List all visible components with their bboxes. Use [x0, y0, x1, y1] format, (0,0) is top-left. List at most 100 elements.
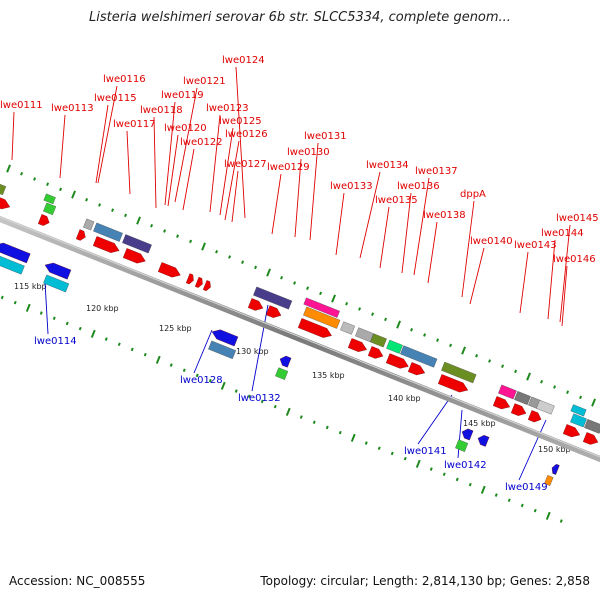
cds-feature[interactable]	[303, 306, 341, 329]
cds-feature[interactable]	[584, 419, 600, 434]
gene-arrow-forward[interactable]	[185, 273, 195, 286]
gene-label-forward[interactable]: lwe0135	[375, 195, 418, 206]
gene-label-forward[interactable]: lwe0145	[556, 213, 599, 224]
gene-arrow-forward[interactable]	[385, 353, 410, 371]
gene-label-forward[interactable]: lwe0136	[397, 181, 440, 192]
gene-label-reverse[interactable]: lwe0149	[505, 482, 548, 493]
cds-feature[interactable]	[536, 399, 555, 415]
gene-arrow-forward[interactable]	[157, 262, 182, 279]
cds-feature[interactable]	[83, 218, 95, 231]
gene-label-reverse[interactable]: lwe0132	[238, 393, 281, 404]
gene-arrow-reverse[interactable]	[278, 354, 292, 368]
gene-label-forward[interactable]: lwe0129	[267, 162, 310, 173]
cds-feature[interactable]	[275, 367, 289, 380]
feature-layer[interactable]	[0, 182, 600, 487]
gene-arrow-reverse[interactable]	[550, 463, 560, 475]
gene-label-forward[interactable]: lwe0146	[553, 254, 596, 265]
cds-feature[interactable]	[0, 254, 25, 275]
cds-feature[interactable]	[514, 391, 531, 405]
scale-tick-label: 135 kbp	[312, 371, 345, 380]
gene-arrow-forward[interactable]	[75, 229, 87, 242]
gene-label-forward[interactable]: lwe0123	[206, 103, 249, 114]
cds-feature[interactable]	[43, 274, 70, 293]
cds-feature[interactable]	[43, 202, 57, 216]
gene-label-reverse[interactable]: lwe0141	[404, 446, 447, 457]
gene-arrow-forward[interactable]	[527, 410, 543, 424]
gene-arrow-forward[interactable]	[367, 346, 385, 360]
gene-label-forward[interactable]: dppA	[460, 189, 486, 200]
scale-tick-label: 140 kbp	[388, 394, 421, 403]
gene-arrow-reverse[interactable]	[210, 327, 239, 347]
gene-label-forward[interactable]: lwe0115	[94, 93, 137, 104]
scale-tick-label: 120 kbp	[86, 304, 119, 313]
gene-label-forward[interactable]: lwe0120	[164, 123, 207, 134]
cds-feature[interactable]	[455, 439, 469, 452]
gene-label-reverse[interactable]: lwe0114	[34, 336, 77, 347]
gene-label-forward[interactable]: lwe0116	[103, 74, 146, 85]
cds-feature[interactable]	[122, 234, 152, 254]
gene-arrow-forward[interactable]	[407, 362, 427, 377]
gene-label-forward[interactable]: lwe0126	[225, 129, 268, 140]
cds-feature[interactable]	[570, 413, 587, 428]
cds-feature[interactable]	[498, 384, 517, 400]
gene-arrow-forward[interactable]	[247, 298, 265, 312]
gene-label-forward[interactable]: lwe0113	[51, 103, 94, 114]
cds-feature[interactable]	[253, 286, 293, 310]
cds-feature[interactable]	[208, 340, 237, 360]
cds-feature[interactable]	[93, 222, 123, 242]
gene-arrow-forward[interactable]	[37, 214, 51, 227]
cds-feature[interactable]	[441, 361, 477, 384]
gene-label-forward[interactable]: lwe0130	[287, 147, 330, 158]
scale-tick-label: 150 kbp	[538, 445, 571, 454]
gene-arrow-forward[interactable]	[202, 280, 212, 292]
gene-label-forward[interactable]: lwe0133	[330, 181, 373, 192]
gene-arrow-forward[interactable]	[347, 338, 368, 354]
gene-arrow-forward[interactable]	[122, 248, 147, 265]
gene-label-forward[interactable]: lwe0140	[470, 236, 513, 247]
gene-arrow-forward[interactable]	[510, 403, 528, 418]
gene-label-reverse[interactable]: lwe0142	[444, 460, 487, 471]
gene-label-forward[interactable]: lwe0137	[415, 166, 458, 177]
cds-feature[interactable]	[544, 475, 554, 487]
gene-label-reverse[interactable]: lwe0128	[180, 375, 223, 386]
cds-feature[interactable]	[370, 333, 387, 348]
gene-label-forward[interactable]: lwe0111	[0, 100, 43, 111]
gene-label-forward[interactable]: lwe0117	[113, 119, 156, 130]
cds-feature[interactable]	[340, 321, 356, 335]
gene-arrow-forward[interactable]	[582, 432, 600, 446]
gene-label-layer[interactable]: lwe0111 lwe0113 lwe0116 lwe0115 lwe0121 lwe01…	[0, 55, 599, 493]
cds-feature[interactable]	[355, 327, 374, 343]
gene-arrow-forward[interactable]	[0, 196, 12, 211]
gene-arrow-forward[interactable]	[194, 276, 204, 289]
gene-label-forward[interactable]: lwe0122	[180, 137, 223, 148]
gene-arrow-forward[interactable]	[562, 424, 582, 439]
gene-label-forward[interactable]: lwe0118	[140, 105, 183, 116]
cds-feature[interactable]	[570, 404, 587, 417]
gene-arrow-forward[interactable]	[492, 396, 512, 411]
gene-label-forward[interactable]: lwe0125	[219, 116, 262, 127]
cds-feature[interactable]	[386, 339, 403, 354]
scale-tick-label: 115 kbp	[14, 282, 47, 291]
gene-label-forward[interactable]: lwe0121	[183, 76, 226, 87]
cds-feature[interactable]	[0, 182, 7, 196]
gene-arrow-forward[interactable]	[297, 318, 333, 340]
cds-feature[interactable]	[43, 193, 56, 205]
gene-label-forward[interactable]: lwe0143	[514, 240, 557, 251]
gene-arrow-reverse[interactable]	[43, 260, 72, 280]
gene-arrow-reverse[interactable]	[0, 240, 31, 264]
gene-label-forward[interactable]: lwe0144	[541, 228, 584, 239]
gene-arrow-reverse[interactable]	[476, 434, 490, 447]
gene-arrow-forward[interactable]	[265, 305, 283, 320]
gene-arrow-forward[interactable]	[92, 236, 121, 255]
gene-arrow-reverse[interactable]	[460, 427, 474, 441]
gene-label-forward[interactable]: lwe0119	[161, 90, 204, 101]
gene-label-forward[interactable]: lwe0124	[222, 55, 265, 66]
gene-label-forward[interactable]: lwe0134	[366, 160, 409, 171]
cds-feature[interactable]	[303, 297, 340, 318]
cds-feature[interactable]	[400, 345, 438, 368]
gene-label-forward[interactable]: lwe0138	[423, 210, 466, 221]
gene-arrow-forward[interactable]	[437, 374, 470, 394]
gene-label-forward[interactable]: lwe0127	[224, 159, 267, 170]
gene-label-forward[interactable]: lwe0131	[304, 131, 347, 142]
